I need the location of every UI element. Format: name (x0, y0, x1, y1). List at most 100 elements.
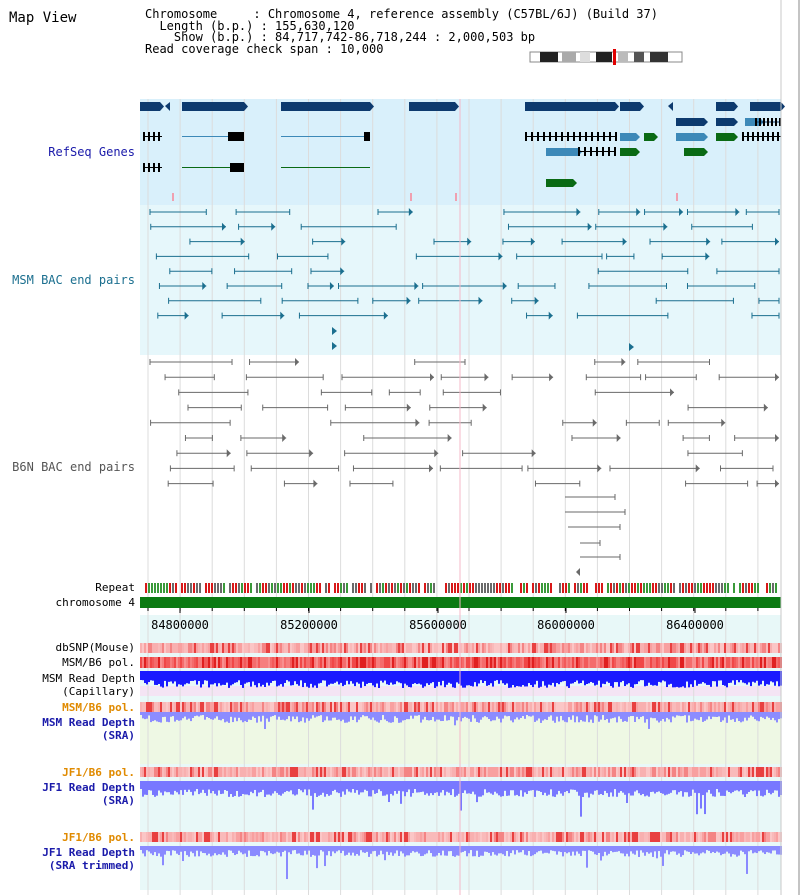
heat-cell (476, 702, 478, 712)
track-label-chromosome[interactable]: chromosome 4 (55, 596, 135, 609)
heat-cell (670, 832, 672, 842)
depth-bar (688, 846, 690, 852)
refseq-genes-track[interactable] (140, 102, 785, 201)
msm-read-depth-sra-track[interactable] (140, 712, 782, 730)
bac-end-pair (418, 296, 483, 305)
depth-bar (670, 671, 672, 684)
heat-cell (420, 657, 422, 668)
depth-bar (190, 846, 192, 852)
bac-end-pair (682, 435, 710, 441)
b6n-bac-end-pairs-track[interactable] (149, 358, 779, 576)
heat-cell (328, 643, 330, 653)
heat-cell (762, 832, 764, 842)
depth-bar (664, 712, 666, 722)
heat-cell (608, 643, 610, 653)
heat-cell (702, 767, 704, 777)
msm-bac-end-pairs-track[interactable] (149, 208, 780, 351)
heat-cell (664, 767, 666, 777)
heat-cell (190, 657, 192, 668)
heat-cell (538, 832, 540, 842)
heat-cell (314, 767, 316, 777)
heat-cell (362, 767, 364, 777)
track-label-jf1-depth-sra[interactable]: JF1 Read Depth (42, 781, 135, 794)
track-label-dbsnp[interactable]: dbSNP(Mouse) (55, 641, 135, 654)
bac-end-arrow (706, 237, 711, 246)
depth-bar (274, 671, 276, 681)
track-label-jf1-b6-pol-2[interactable]: JF1/B6 pol. (62, 831, 135, 844)
track-label-msm-b6-pol-2[interactable]: MSM/B6 pol. (62, 701, 135, 714)
heat-cell (432, 832, 434, 842)
depth-bar (200, 671, 202, 688)
track-label-msm-b6-pol[interactable]: MSM/B6 pol. (62, 656, 135, 669)
heat-cell (446, 832, 448, 842)
depth-bar (416, 781, 418, 793)
chromosome-ideogram[interactable] (529, 49, 683, 65)
heat-cell (496, 832, 498, 842)
depth-bar (388, 712, 390, 723)
heat-cell (628, 702, 630, 712)
repeat-track[interactable] (145, 583, 777, 593)
heat-cell (250, 767, 252, 777)
heat-cell (410, 767, 412, 777)
heat-cell (726, 702, 728, 712)
heat-cell (562, 832, 564, 842)
heat-cell (416, 643, 418, 653)
heat-cell (490, 702, 492, 712)
track-label-msm-bac[interactable]: MSM BAC end pairs (12, 273, 135, 287)
heat-cell (444, 767, 446, 777)
msm-b6-pol-heat-track[interactable] (140, 657, 782, 668)
jf1-b6-pol-heat-track[interactable] (140, 767, 782, 777)
track-label-repeat[interactable]: Repeat (95, 581, 135, 594)
heat-cell (268, 832, 270, 842)
track-label-b6n-bac[interactable]: B6N BAC end pairs (12, 460, 135, 474)
depth-bar (198, 671, 200, 682)
heat-cell (200, 702, 202, 712)
track-label-msm-depth-capillary[interactable]: MSM Read Depth (42, 672, 135, 685)
heat-cell (730, 643, 732, 653)
track-label-msm-depth-sra[interactable]: MSM Read Depth (42, 716, 135, 729)
gene-block (716, 118, 734, 126)
depth-bar (190, 671, 192, 681)
heat-cell (328, 657, 330, 668)
heat-cell (396, 767, 398, 777)
depth-bar (502, 671, 504, 684)
heat-cell (682, 657, 684, 668)
depth-bar (356, 671, 358, 683)
depth-bar (192, 712, 194, 718)
jf1-b6-pol-heat-track-2[interactable] (140, 832, 782, 842)
depth-bar (328, 671, 330, 685)
jf1-read-depth-sra-track[interactable] (140, 781, 782, 817)
heat-cell (392, 657, 394, 668)
bac-end-arrow (592, 418, 597, 427)
depth-bar (444, 846, 446, 856)
heat-cell (290, 657, 292, 668)
heat-cell (380, 643, 382, 653)
heat-cell (318, 643, 320, 653)
track-label-jf1-b6-pol[interactable]: JF1/B6 pol. (62, 766, 135, 779)
repeat-element (217, 583, 219, 593)
depth-bar (194, 671, 196, 681)
bac-end-pair (300, 223, 397, 230)
depth-bar (598, 671, 600, 681)
heat-cell (460, 702, 462, 712)
depth-bar (468, 712, 470, 719)
depth-bar (702, 781, 704, 796)
bac-end-arrow (406, 403, 411, 412)
msm-read-depth-capillary-track[interactable] (140, 671, 782, 688)
track-label-refseq[interactable]: RefSeq Genes (48, 145, 135, 159)
heat-cell (360, 767, 362, 777)
heat-cell (154, 767, 156, 777)
depth-bar (696, 781, 698, 815)
depth-bar (540, 781, 542, 792)
depth-bar (422, 712, 424, 720)
jf1-read-depth-sra-trimmed-track[interactable] (140, 846, 782, 880)
depth-bar (604, 781, 606, 791)
msm-b6-pol-heat-track-2[interactable] (140, 702, 782, 712)
depth-bar (572, 671, 574, 684)
dbsnp-heat-track[interactable] (140, 643, 782, 653)
track-label-jf1-depth-trimmed[interactable]: JF1 Read Depth (42, 846, 135, 859)
depth-bar (360, 781, 362, 793)
heat-cell (510, 702, 512, 712)
heat-cell (304, 832, 306, 842)
